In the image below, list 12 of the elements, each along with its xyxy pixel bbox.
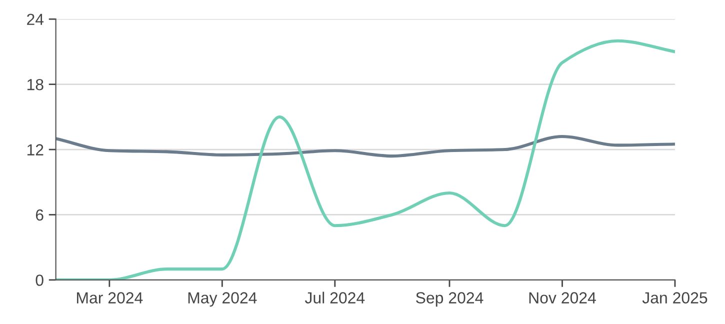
y-tick-label: 24 xyxy=(27,14,44,25)
x-tick-label: Nov 2024 xyxy=(529,292,596,304)
x-tick-label: May 2024 xyxy=(188,292,257,307)
y-tick-label: 12 xyxy=(27,144,44,156)
x-tick-label: Jul 2024 xyxy=(304,292,365,304)
x-tick-label: Sep 2024 xyxy=(416,292,484,307)
y-tick-label: 18 xyxy=(27,78,44,90)
x-tick-label: Mar 2024 xyxy=(77,292,143,304)
x-tick-label: Jan 2025 xyxy=(642,292,708,304)
y-tick-label: 0 xyxy=(36,274,44,286)
line-series xyxy=(56,134,675,158)
y-tick-label: 6 xyxy=(36,209,44,221)
